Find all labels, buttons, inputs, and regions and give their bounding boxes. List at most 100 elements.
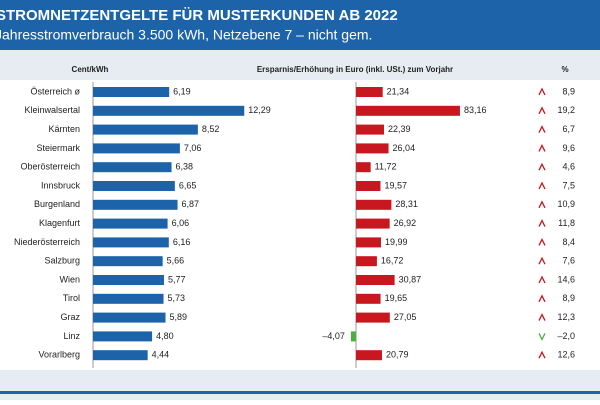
bar: [93, 162, 172, 173]
value-label: 8,52: [202, 124, 220, 134]
category-label: Steiermark: [36, 143, 80, 153]
trend-arrow: [538, 162, 546, 171]
value-label: 19,65: [385, 293, 408, 303]
value-label: 20,79: [386, 350, 409, 360]
trend-arrow: [538, 200, 546, 209]
value-label: 21,34: [387, 86, 410, 96]
trend-arrow: [538, 350, 546, 359]
bar: [356, 218, 390, 229]
percent-header: %: [561, 65, 568, 74]
bar: [356, 312, 390, 323]
category-label: Österreich ø: [30, 86, 80, 96]
value-label: 6,19: [173, 86, 191, 96]
category-label: Linz: [63, 331, 80, 341]
percent-label: 19,2: [557, 105, 575, 115]
trend-arrow: [538, 181, 546, 190]
bar: [93, 218, 168, 229]
value-label: 27,05: [394, 312, 417, 322]
bar: [93, 350, 148, 361]
value-label: 4,44: [152, 350, 170, 360]
category-label: Tirol: [63, 293, 80, 303]
trend-arrow: [538, 313, 546, 321]
value-label: 22,39: [388, 124, 411, 134]
category-label: Vorarlberg: [38, 350, 80, 360]
value-label: 83,16: [464, 105, 487, 115]
bar: [93, 275, 165, 285]
percent-label: 6,7: [562, 124, 575, 134]
trend-arrow: [538, 275, 546, 284]
bar: [356, 143, 389, 154]
bar: [356, 199, 392, 210]
category-label: Kärnten: [48, 124, 80, 134]
bar: [93, 181, 175, 191]
trend-arrow: [538, 106, 546, 115]
value-label: 6,65: [179, 180, 197, 190]
category-label: Burgenland: [34, 199, 80, 209]
value-label: 12,29: [248, 105, 271, 115]
value-label: 16,72: [381, 256, 404, 266]
percent-label: 8,9: [562, 293, 575, 303]
category-label: Niederösterreich: [14, 237, 80, 247]
bar: [356, 124, 384, 135]
value-label: 19,99: [385, 237, 408, 247]
value-label: 5,89: [169, 312, 187, 322]
bar: [93, 256, 163, 267]
percent-label: 12,6: [557, 350, 575, 360]
percent-label: 7,5: [562, 180, 575, 190]
percent-label: 8,4: [562, 237, 575, 247]
value-label: 28,31: [395, 199, 418, 209]
value-label: 4,80: [156, 331, 174, 341]
value-label: 5,73: [168, 293, 186, 303]
trend-arrow: [538, 237, 546, 246]
title: STROMNETZENTGELTE FÜR MUSTERKUNDEN AB 20…: [0, 7, 398, 24]
percent-label: –2,0: [557, 331, 575, 341]
panel: [0, 80, 600, 370]
trend-arrow: [538, 256, 546, 265]
bar: [93, 199, 178, 210]
bar: [93, 143, 180, 154]
bar: [350, 331, 356, 342]
value-label: 5,77: [168, 274, 186, 284]
percent-label: 12,3: [557, 312, 575, 322]
value-label: 19,57: [384, 180, 407, 190]
bar: [93, 237, 169, 248]
category-label: Klagenfurt: [39, 218, 81, 228]
bottom-rule: [0, 391, 600, 394]
category-label: Wien: [59, 274, 80, 284]
trend-arrow: [538, 87, 546, 96]
bar: [93, 124, 198, 135]
bar: [93, 312, 166, 323]
bar: [93, 87, 170, 97]
category-label: Graz: [60, 312, 80, 322]
percent-label: 8,9: [562, 86, 575, 96]
title-bar: [0, 0, 600, 50]
bar: [356, 350, 382, 361]
bar: [356, 181, 381, 191]
trend-arrow: [538, 219, 546, 227]
value-label: 6,38: [176, 162, 194, 172]
value-label: 6,87: [182, 199, 200, 209]
value-label: –4,07: [322, 331, 345, 341]
category-label: Oberösterreich: [20, 162, 80, 172]
percent-label: 4,6: [562, 162, 575, 172]
bar: [356, 256, 377, 267]
percent-label: 14,6: [557, 274, 575, 284]
bar: [356, 275, 395, 285]
bar: [356, 162, 371, 173]
value-label: 30,87: [399, 274, 422, 284]
value-label: 5,66: [167, 256, 185, 266]
percent-label: 9,6: [562, 143, 575, 153]
category-label: Salzburg: [44, 256, 80, 266]
bar: [356, 87, 383, 97]
value-label: 11,72: [375, 162, 397, 172]
value-label: 6,16: [173, 237, 191, 247]
left-header: Cent/kWh: [72, 65, 109, 74]
bar: [356, 105, 460, 116]
percent-label: 10,9: [557, 199, 575, 209]
value-label: 26,92: [394, 218, 417, 228]
bar: [356, 237, 381, 248]
subtitle: Jahresstromverbrauch 3.500 kWh, Netzeben…: [0, 27, 372, 43]
percent-label: 11,8: [558, 218, 575, 228]
trend-arrow: [538, 294, 546, 303]
